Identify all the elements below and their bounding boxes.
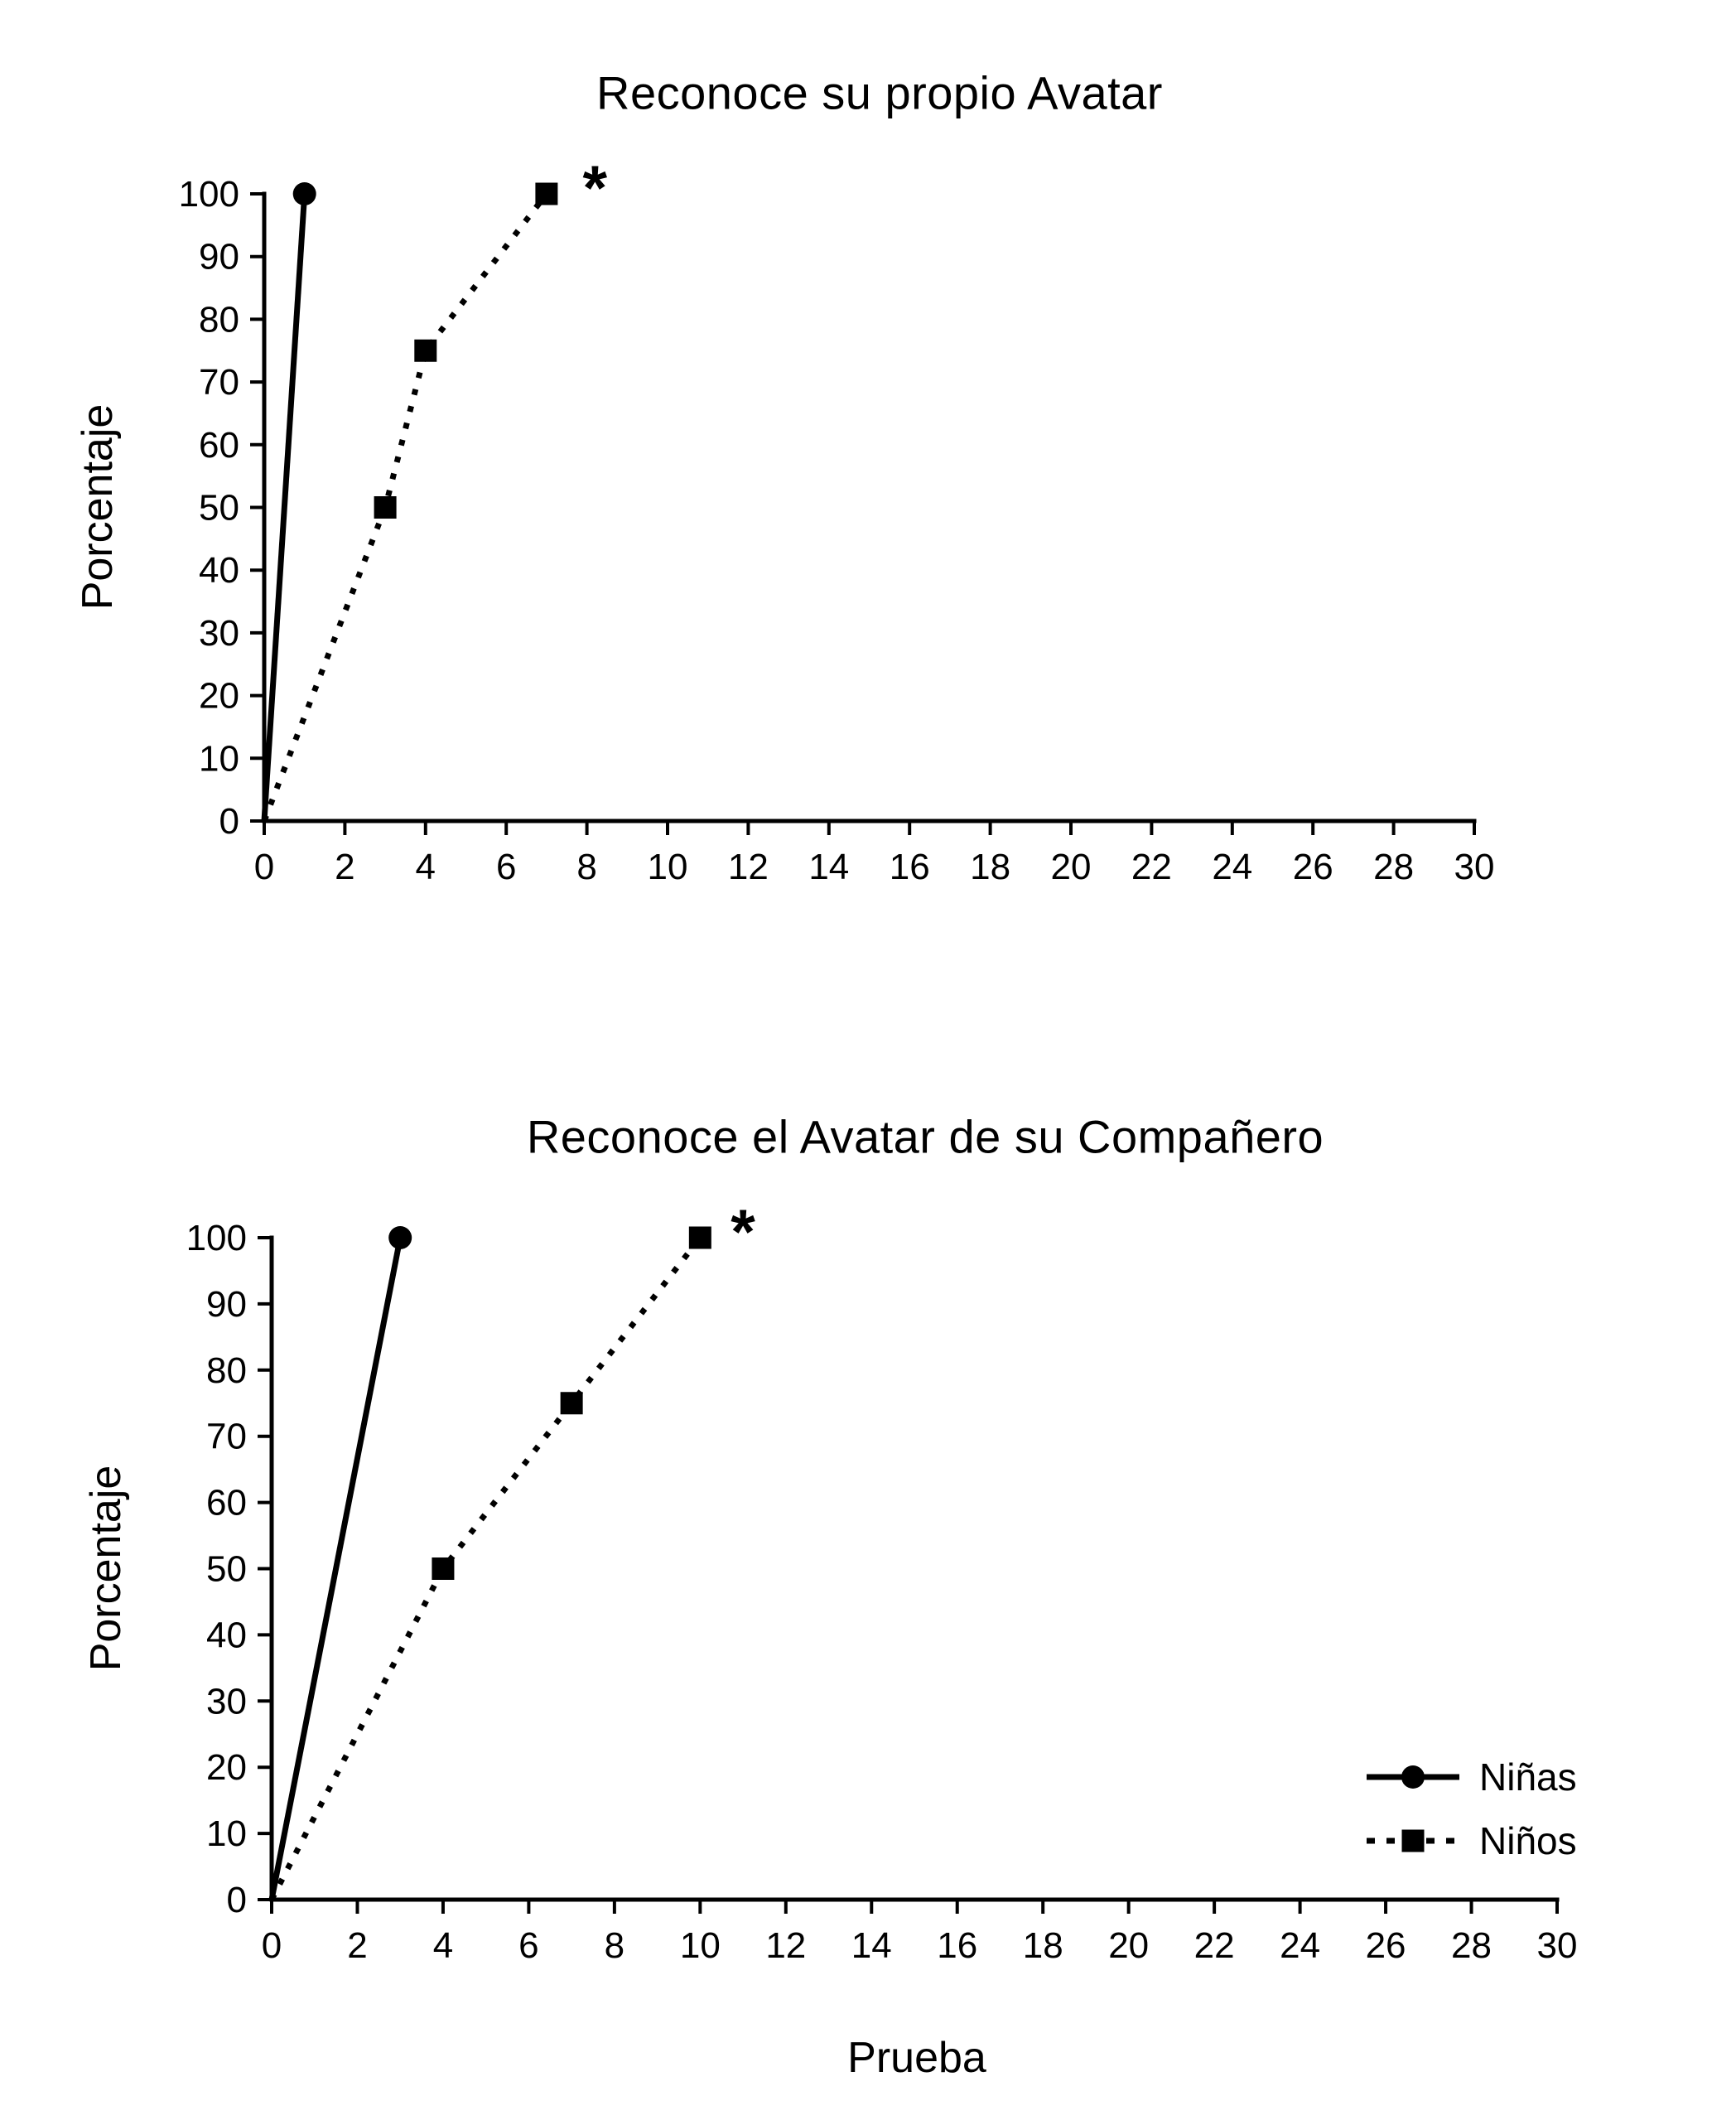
- y-tick-label: 20: [206, 1747, 247, 1788]
- series-1-marker: [414, 339, 437, 362]
- x-axis-label: Prueba: [847, 2034, 986, 2082]
- x-tick-label: 8: [605, 1925, 624, 1966]
- y-tick-label: 30: [206, 1681, 247, 1722]
- chart-partner-avatar: 0 10 20 30 40 50 60 70 80 90 100 0 2 4 6 8 10 12 14 16 18 20 2…: [0, 1060, 1736, 2120]
- x-tick-label: 4: [433, 1925, 453, 1966]
- series-0-line: [268, 1237, 403, 1900]
- legend-label-0: Niñas: [1479, 1755, 1577, 1799]
- chart-own-avatar: 0 10 20 30 40 50 60 70 80 90 100 0 2 4 6 8 10 12 14 16 18 20 2…: [74, 66, 1495, 888]
- y-tick-label: 50: [199, 488, 239, 529]
- y-tick-label: 70: [206, 1417, 247, 1457]
- x-tick-label: 20: [1108, 1925, 1149, 1966]
- x-tick-label: 2: [335, 847, 354, 887]
- x-tick-label: 16: [937, 1925, 977, 1966]
- x-tick-label: 12: [765, 1925, 806, 1966]
- y-tick-label: 30: [199, 613, 239, 654]
- x-tick-label: 10: [648, 847, 688, 887]
- x-tick-label: 24: [1212, 847, 1252, 887]
- x-tick-label: 20: [1051, 847, 1092, 887]
- x-tick-label: 26: [1366, 1925, 1406, 1966]
- y-tick-label: 70: [199, 362, 239, 403]
- y-tick-label: 60: [199, 425, 239, 466]
- y-tick-label: 80: [199, 299, 239, 340]
- y-tick-label: 100: [179, 174, 239, 215]
- x-tick-label: 10: [680, 1925, 721, 1966]
- y-tick-label: 40: [206, 1615, 247, 1655]
- y-tick-label: 50: [206, 1549, 247, 1590]
- x-tick-label: 22: [1131, 847, 1172, 887]
- x-tick-label: 28: [1451, 1925, 1492, 1966]
- x-tick-label: 28: [1373, 847, 1414, 887]
- series-0-marker: [292, 182, 316, 205]
- y-tick-label: 90: [199, 237, 239, 278]
- x-tick-label: 18: [1023, 1925, 1063, 1966]
- y-tick-label: 0: [227, 1880, 247, 1920]
- x-tick-label: 6: [496, 847, 516, 887]
- legend-marker-0: [1401, 1765, 1425, 1789]
- y-tick-label: 100: [186, 1218, 247, 1258]
- series-1-line: [261, 191, 549, 823]
- annotation-asterisk: *: [731, 1197, 755, 1268]
- x-tick-label: 4: [416, 847, 436, 887]
- series-1-marker: [535, 182, 558, 205]
- y-tick-label: 40: [199, 550, 239, 591]
- x-tick-label: 8: [576, 847, 596, 887]
- y-tick-label: 60: [206, 1483, 247, 1524]
- x-tick-label: 0: [262, 1925, 282, 1966]
- series-1-marker: [432, 1557, 455, 1580]
- chart-title: Reconoce el Avatar de su Compañero: [526, 1110, 1324, 1163]
- legend-marker-1: [1401, 1829, 1425, 1852]
- y-tick-label: 90: [206, 1284, 247, 1325]
- y-tick-label: 0: [219, 801, 239, 842]
- series-0-line: [261, 193, 308, 822]
- x-tick-label: 22: [1194, 1925, 1235, 1966]
- x-tick-label: 6: [518, 1925, 538, 1966]
- x-tick-label: 30: [1454, 847, 1495, 887]
- x-tick-label: 18: [970, 847, 1010, 887]
- x-tick-label: 0: [254, 847, 274, 887]
- legend-label-1: Niños: [1479, 1819, 1577, 1862]
- axes: [262, 191, 1477, 823]
- series-1-marker: [560, 1392, 583, 1415]
- y-tick-label: 20: [199, 676, 239, 717]
- chart-title: Reconoce su propio Avatar: [596, 66, 1163, 119]
- x-tick-label: 26: [1293, 847, 1333, 887]
- series-1-marker: [688, 1226, 711, 1249]
- x-tick-label: 14: [851, 1925, 892, 1966]
- x-tick-label: 2: [347, 1925, 367, 1966]
- x-tick-label: 12: [728, 847, 769, 887]
- y-axis-label: Porcentaje: [82, 1465, 130, 1672]
- series-1-marker: [374, 496, 397, 519]
- series-0-marker: [388, 1226, 412, 1249]
- y-axis-label: Porcentaje: [74, 403, 122, 611]
- y-tick-label: 10: [199, 738, 239, 779]
- x-tick-label: 14: [808, 847, 849, 887]
- axes: [269, 1235, 1560, 1902]
- x-tick-label: 24: [1280, 1925, 1320, 1966]
- x-tick-label: 16: [890, 847, 930, 887]
- annotation-asterisk: *: [583, 153, 608, 224]
- y-tick-label: 10: [206, 1813, 247, 1854]
- x-tick-label: 30: [1537, 1925, 1578, 1966]
- y-tick-label: 80: [206, 1350, 247, 1391]
